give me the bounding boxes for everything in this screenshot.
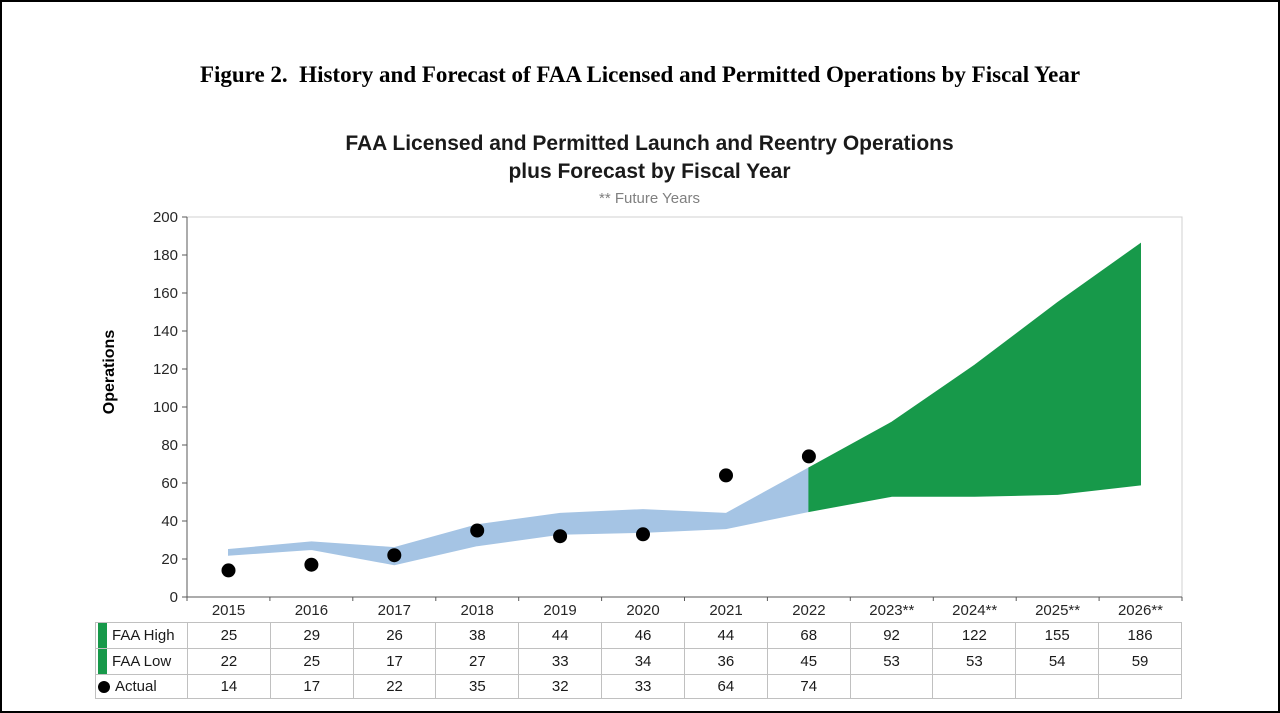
y-tick-label: 200 [153, 209, 178, 226]
y-tick-label: 140 [153, 323, 178, 340]
y-tick-label: 0 [170, 589, 178, 606]
table-cell: 68 [766, 622, 851, 649]
y-tick-label: 40 [161, 513, 178, 530]
table-cell: 22 [187, 648, 271, 675]
table-cell: 33 [518, 648, 603, 675]
band-legend-swatch-icon [98, 649, 107, 674]
figure-caption: Figure 2. History and Forecast of FAA Li… [199, 62, 1081, 87]
x-tick-label: 2016 [295, 602, 328, 619]
table-cell: 44 [683, 622, 768, 649]
actual-point [304, 557, 319, 572]
x-tick-label: 2018 [461, 602, 494, 619]
table-cell: 32 [518, 674, 603, 699]
table-cell [849, 674, 934, 699]
table-cell: 36 [683, 648, 768, 675]
table-row-actual: Actual 14 17 22 35 32 33 64 74 [95, 674, 1182, 699]
y-tick-label: 180 [153, 247, 178, 264]
series-name: Actual [115, 678, 157, 695]
table-cell: 59 [1098, 648, 1182, 675]
x-tick-label: 2020 [626, 602, 659, 619]
table-cell: 92 [849, 622, 934, 649]
series-label-cell: Actual [95, 674, 188, 699]
table-cell [1015, 674, 1100, 699]
actual-point [221, 563, 236, 578]
y-tick-label: 100 [153, 399, 178, 416]
x-tick-label: 2015 [212, 602, 245, 619]
series-label-cell: FAA Low [95, 648, 188, 675]
table-cell: 53 [932, 648, 1017, 675]
table-cell: 14 [187, 674, 271, 699]
table-cell: 53 [849, 648, 934, 675]
table-cell: 17 [269, 674, 354, 699]
chart-data-table: FAA High 25 29 26 38 44 46 44 68 92 122 155 186 FAA L… [95, 622, 1182, 699]
y-tick-label: 80 [161, 437, 178, 454]
table-cell: 155 [1015, 622, 1100, 649]
x-tick-label: 2019 [543, 602, 576, 619]
table-cell: 29 [269, 622, 354, 649]
table-cell: 122 [932, 622, 1017, 649]
actual-point [801, 449, 816, 464]
series-name: FAA High [112, 627, 175, 644]
x-tick-label: 2021 [709, 602, 742, 619]
y-tick-label: 60 [161, 475, 178, 492]
table-cell: 74 [766, 674, 851, 699]
x-tick-label: 2024** [952, 602, 997, 619]
table-cell: 34 [601, 648, 685, 675]
table-cell: 35 [435, 674, 520, 699]
forecast-band [808, 242, 1141, 513]
actual-point [719, 468, 733, 483]
actual-point [470, 523, 485, 538]
table-cell [1098, 674, 1182, 699]
x-tick-label: 2025** [1035, 602, 1080, 619]
actual-point [553, 529, 568, 544]
table-cell: 25 [269, 648, 354, 675]
table-cell: 25 [187, 622, 271, 649]
table-cell: 17 [352, 648, 437, 675]
x-tick-label: 2026** [1118, 602, 1163, 619]
y-axis-label: Operations [101, 329, 118, 415]
table-cell: 46 [601, 622, 685, 649]
series-name: FAA Low [112, 653, 172, 670]
chart-title: FAA Licensed and Permitted Launch and Re… [62, 130, 1237, 186]
plot-area: 0 20 40 60 80 100 120 140 160 180 200 2015 2016 2017 2… [153, 209, 1183, 619]
table-cell [932, 674, 1017, 699]
x-tick-label: 2022 [792, 602, 825, 619]
table-cell: 22 [352, 674, 437, 699]
actual-legend-dot-icon [98, 680, 110, 693]
y-tick-label: 160 [153, 285, 178, 302]
future-years-note: ** Future Years [599, 190, 700, 207]
y-tick-label: 120 [153, 361, 178, 378]
table-cell: 38 [435, 622, 520, 649]
table-row-faa-high: FAA High 25 29 26 38 44 46 44 68 92 122 155 186 [95, 622, 1182, 649]
actual-point [636, 527, 650, 542]
table-cell: 45 [766, 648, 851, 675]
chart-title-line1: FAA Licensed and Permitted Launch and Re… [345, 132, 954, 155]
table-cell: 54 [1015, 648, 1100, 675]
series-label-cell: FAA High [95, 622, 188, 649]
band-legend-swatch-icon [98, 623, 107, 648]
table-cell: 33 [601, 674, 685, 699]
table-row-faa-low: FAA Low 22 25 17 27 33 34 36 45 53 53 54 59 [95, 648, 1182, 675]
table-cell: 64 [683, 674, 768, 699]
table-cell: 44 [518, 622, 603, 649]
chart-title-line2: plus Forecast by Fiscal Year [508, 160, 791, 183]
table-cell: 27 [435, 648, 520, 675]
table-cell: 186 [1098, 622, 1182, 649]
table-cell: 26 [352, 622, 437, 649]
x-tick-label: 2017 [378, 602, 411, 619]
x-tick-label: 2023** [869, 602, 914, 619]
actual-point [387, 548, 402, 563]
y-tick-label: 20 [161, 551, 178, 568]
